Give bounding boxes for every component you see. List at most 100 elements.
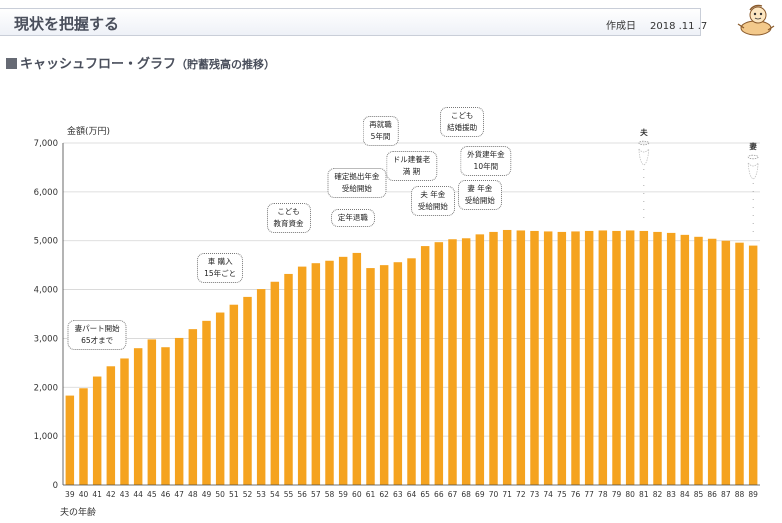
x-tick-label: 46 xyxy=(161,490,171,499)
x-tick-label: 76 xyxy=(571,490,581,499)
annotation-callout: ドル建養老 満 期 xyxy=(385,151,438,181)
x-tick-label: 45 xyxy=(147,490,157,499)
y-tick-label: 5,000 xyxy=(34,237,58,247)
y-tick-label: 2,000 xyxy=(34,383,58,393)
bar xyxy=(448,239,457,485)
bar xyxy=(584,230,594,485)
death-marker-label: 夫 xyxy=(640,127,648,137)
created-label: 作成日 xyxy=(606,21,636,32)
bar xyxy=(694,236,703,485)
bar xyxy=(393,262,403,485)
bar xyxy=(352,252,362,485)
angel-halo-icon xyxy=(638,140,650,146)
x-tick-label: 52 xyxy=(243,490,253,499)
bar xyxy=(311,263,321,485)
x-tick-label: 71 xyxy=(502,490,512,499)
mascot-icon xyxy=(737,4,775,36)
header-background xyxy=(0,8,701,36)
x-tick-label: 70 xyxy=(489,490,499,499)
x-tick-label: 41 xyxy=(92,490,102,499)
bar xyxy=(79,388,88,485)
bar xyxy=(489,231,498,485)
x-tick-label: 80 xyxy=(625,490,635,499)
annotation-callout: 確定拠出年金 受給開始 xyxy=(327,168,387,198)
x-tick-label: 61 xyxy=(366,490,376,499)
bar xyxy=(653,231,662,485)
x-tick-label: 82 xyxy=(653,490,663,499)
bar xyxy=(92,376,102,485)
bar xyxy=(557,231,567,485)
bar xyxy=(502,229,512,485)
x-tick-label: 48 xyxy=(188,490,198,499)
bar xyxy=(735,242,744,485)
bar xyxy=(202,320,211,485)
x-tick-label: 49 xyxy=(202,490,212,499)
x-tick-label: 59 xyxy=(338,490,348,499)
x-tick-label: 85 xyxy=(694,490,704,499)
created-date-area: 作成日 2018 .11 .7 xyxy=(606,17,721,32)
bar xyxy=(434,242,444,485)
x-tick-label: 66 xyxy=(434,490,444,499)
annotation-callout: 再就職 5年間 xyxy=(362,116,399,146)
x-tick-label: 54 xyxy=(270,490,280,499)
angel-halo-icon xyxy=(747,154,759,160)
y-axis-label: 金額(万円) xyxy=(67,125,110,137)
x-tick-label: 62 xyxy=(379,490,389,499)
y-tick-label: 0 xyxy=(53,481,58,491)
bar xyxy=(270,281,280,485)
axes xyxy=(62,143,760,486)
bar xyxy=(721,240,731,485)
x-tick-label: 64 xyxy=(407,490,417,499)
x-tick-label: 50 xyxy=(215,490,225,499)
annotation-callout: 妻 年金 受給開始 xyxy=(457,180,502,210)
bar xyxy=(707,238,717,485)
x-tick-label: 56 xyxy=(297,490,307,499)
created-date: 2018 .11 .7 xyxy=(650,21,708,32)
x-tick-label: 74 xyxy=(543,490,553,499)
x-tick-label: 55 xyxy=(284,490,294,499)
bar xyxy=(256,289,266,485)
section-subtitle: （貯蓄残高の推移） xyxy=(176,58,276,71)
page-title: 現状を把握する xyxy=(14,15,120,33)
x-tick-label: 88 xyxy=(735,490,745,499)
bar xyxy=(748,245,758,485)
x-tick-label: 89 xyxy=(748,490,758,499)
bar xyxy=(215,312,225,485)
angel-figure-icon xyxy=(747,161,759,180)
annotation-callout: 夫 年金 受給開始 xyxy=(410,186,455,216)
bar xyxy=(407,258,416,485)
x-tick-label: 63 xyxy=(393,490,403,499)
bar xyxy=(639,230,649,485)
y-tick-label: 6,000 xyxy=(34,188,58,198)
x-tick-label: 86 xyxy=(707,490,717,499)
bar xyxy=(379,265,389,485)
x-tick-label: 65 xyxy=(420,490,430,499)
bar xyxy=(120,358,129,485)
square-bullet-icon xyxy=(6,58,17,69)
x-tick-label: 44 xyxy=(133,490,143,499)
bar xyxy=(188,329,198,485)
bar xyxy=(571,231,580,485)
x-tick-label: 47 xyxy=(174,490,184,499)
x-tick-label: 51 xyxy=(229,490,239,499)
x-tick-label: 53 xyxy=(256,490,266,499)
header-bar: 現状を把握する 作成日 2018 .11 .7 xyxy=(0,0,782,38)
bar xyxy=(612,230,621,485)
y-tick-label: 7,000 xyxy=(34,139,58,149)
x-tick-label: 75 xyxy=(557,490,567,499)
y-tick-label: 3,000 xyxy=(34,334,58,344)
x-tick-label: 58 xyxy=(325,490,335,499)
y-tick-labels: 0 1,000 2,000 3,000 4,000 5,000 6,000 7,000 xyxy=(34,139,58,491)
section-title: キャッシュフロー・グラフ（貯蓄残高の推移） xyxy=(6,53,275,72)
bar xyxy=(65,395,75,485)
x-tick-label: 69 xyxy=(475,490,485,499)
x-tick-label: 87 xyxy=(721,490,731,499)
bar xyxy=(680,234,690,485)
bar xyxy=(297,266,307,485)
x-tick-label: 67 xyxy=(448,490,458,499)
death-markers: 夫妻 xyxy=(638,127,759,238)
death-marker-label: 妻 xyxy=(749,141,757,151)
x-tick-label: 84 xyxy=(680,490,690,499)
x-tick-label: 68 xyxy=(461,490,471,499)
